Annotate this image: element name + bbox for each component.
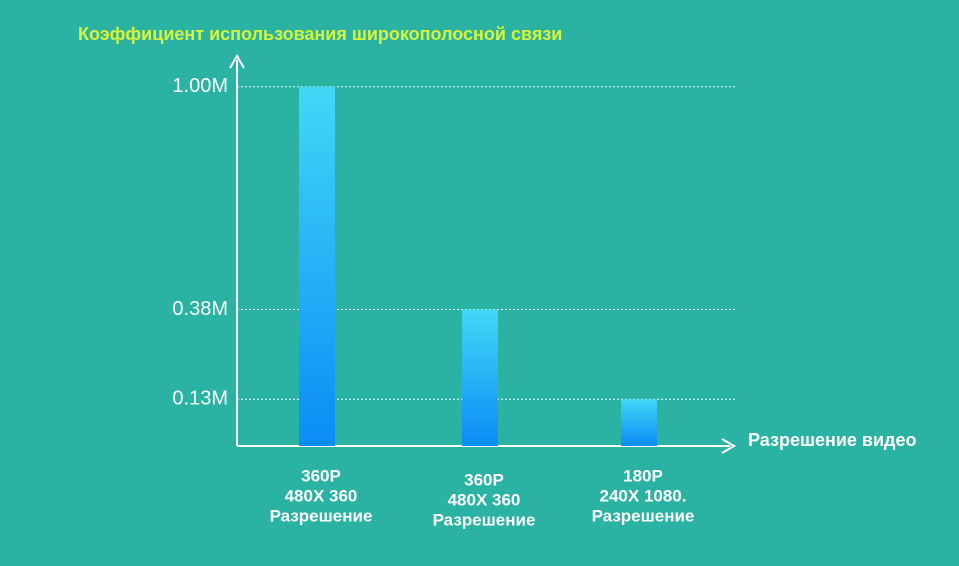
x-tick-label: 360P [464, 470, 504, 489]
bar [299, 86, 335, 447]
x-tick-label: 480X 360 [448, 490, 521, 509]
y-tick-label: 0.38M [172, 298, 228, 320]
x-tick-label: Разрешение [433, 510, 536, 529]
x-tick-label: 240X 1080. [600, 486, 687, 505]
x-tick-label: Разрешение [592, 506, 695, 525]
x-axis-label: Разрешение видео [748, 430, 916, 450]
bar [462, 309, 498, 446]
x-tick-label: 360P [301, 466, 341, 485]
y-tick-label: 0.13M [172, 388, 228, 410]
chart-title: Коэффициент использования широкополосной… [78, 24, 562, 44]
x-tick-label: 180P [623, 466, 663, 485]
x-tick-label: 480X 360 [285, 486, 358, 505]
y-tick-label: 1.00M [172, 75, 228, 97]
bar [621, 399, 657, 446]
y-axis-arrow [229, 54, 245, 69]
x-axis-arrow [721, 438, 736, 454]
x-tick-label: Разрешение [270, 506, 373, 525]
